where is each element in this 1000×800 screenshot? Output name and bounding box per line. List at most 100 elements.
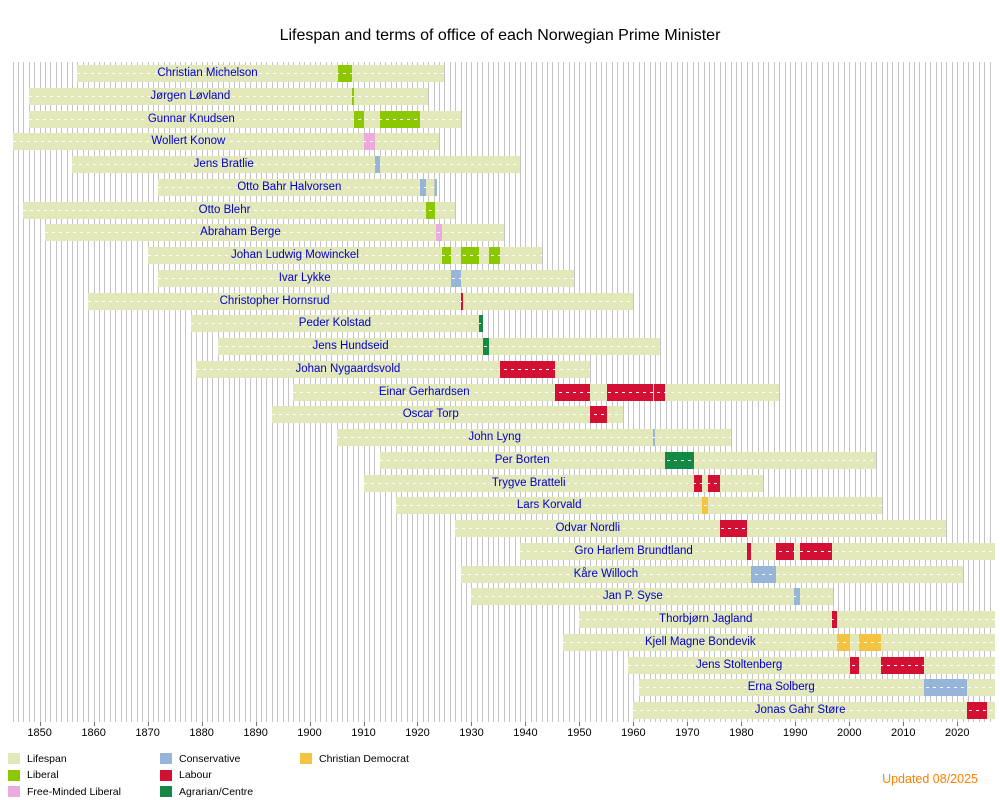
year-gridline [233, 62, 235, 722]
lifespan-dash-line [28, 95, 429, 97]
lifespan-dash-line [638, 687, 995, 689]
year-gridline [914, 62, 916, 722]
legend-swatch [160, 753, 172, 764]
year-gridline [196, 62, 198, 722]
year-gridline [903, 62, 905, 722]
year-gridline [271, 62, 273, 722]
axis-tick [39, 722, 41, 726]
year-gridline [260, 62, 262, 722]
year-gridline [806, 62, 808, 722]
year-gridline [951, 62, 953, 722]
lifespan-dash-line [471, 596, 834, 598]
year-gridline [12, 62, 14, 722]
lifespan-dash-line [28, 118, 461, 120]
legend-label: Conservative [179, 752, 241, 765]
axis-tick [201, 722, 203, 726]
lifespan-dash-line [579, 619, 995, 621]
year-gridline [984, 62, 986, 722]
pm-name-label: Jan P. Syse [602, 590, 663, 603]
lifespan-dash-line [147, 255, 542, 257]
legend-label: Labour [179, 769, 212, 781]
year-gridline [822, 62, 824, 722]
axis-year-label: 1900 [297, 727, 322, 739]
year-gridline [881, 62, 883, 722]
year-gridline [811, 62, 813, 722]
pm-row: Wollert Konow [0, 130, 1000, 153]
axis-tick [903, 722, 905, 726]
pm-row: Einar Gerhardsen [0, 381, 1000, 404]
year-gridline [212, 62, 214, 722]
year-gridline [109, 62, 111, 722]
updated-note: Updated 08/2025 [882, 772, 978, 786]
pm-row: Christian Michelson [0, 62, 1000, 85]
pm-row: Odvar Nordli [0, 517, 1000, 540]
pm-name-label: Jonas Gahr Støre [754, 704, 846, 717]
pm-row: Jens Stoltenberg [0, 654, 1000, 677]
pm-name-label: Jørgen Løvland [150, 89, 231, 102]
pm-name-label: Johan Ludwig Mowinckel [231, 249, 359, 262]
year-gridline [93, 62, 95, 722]
year-gridline [66, 62, 68, 722]
pm-name-label: Thorbjørn Jagland [659, 613, 753, 626]
year-gridline [104, 62, 106, 722]
legend-item: Liberal [8, 769, 59, 782]
lifespan-dash-line [158, 277, 574, 279]
axis-year-label: 1910 [351, 727, 376, 739]
year-gridline [131, 62, 133, 722]
pm-row: Trygve Bratteli [0, 472, 1000, 495]
year-gridline [72, 62, 74, 722]
chart-title: Lifespan and terms of office of each Nor… [279, 27, 721, 44]
lifespan-dash-line [158, 186, 434, 188]
year-gridline [88, 62, 90, 722]
axis-year-label: 1860 [81, 727, 106, 739]
lifespan-dash-line [88, 300, 634, 302]
year-gridline [935, 62, 937, 722]
axis-year-label: 1950 [567, 727, 592, 739]
axis-year-label: 1930 [459, 727, 484, 739]
lifespan-dash-line [72, 164, 521, 166]
axis-tick [525, 722, 527, 726]
lifespan-dash-line [563, 641, 995, 643]
year-gridline [136, 62, 138, 722]
pm-row: Peder Kolstad [0, 312, 1000, 335]
year-gridline [827, 62, 829, 722]
axis-tick [363, 722, 365, 726]
year-gridline [282, 62, 284, 722]
year-gridline [239, 62, 241, 722]
year-gridline [180, 62, 181, 722]
year-gridline [800, 62, 802, 722]
pm-row: Erna Solberg [0, 676, 1000, 699]
axis-year-label: 1890 [243, 727, 268, 739]
legend-item: Agrarian/Centre [160, 785, 253, 798]
pm-row: Jens Bratlie [0, 153, 1000, 176]
pm-row: Kåre Willoch [0, 563, 1000, 586]
year-gridline [45, 62, 47, 722]
lifespan-dash-line [77, 73, 445, 74]
year-gridline [190, 62, 192, 722]
lifespan-dash-line [379, 459, 877, 461]
pm-row: Johan Ludwig Mowinckel [0, 244, 1000, 267]
pm-row: Abraham Berge [0, 221, 1000, 244]
axis-tick [471, 722, 473, 726]
year-gridline [843, 62, 845, 722]
lifespan-dash-line [395, 505, 882, 507]
lifespan-dash-line [190, 323, 483, 325]
lifespan-dash-line [633, 710, 995, 712]
axis-tick [93, 722, 95, 726]
lifespan-dash-line [217, 346, 661, 348]
year-gridline [120, 62, 122, 722]
year-gridline [946, 62, 948, 722]
legend-label: Liberal [27, 769, 59, 781]
year-gridline [930, 62, 932, 722]
year-gridline [919, 62, 921, 722]
lifespan-dash-line [520, 550, 995, 552]
axis-year-label: 1920 [405, 727, 430, 739]
pm-name-label: Jens Stoltenberg [696, 658, 783, 671]
legend-item: Lifespan [8, 752, 67, 765]
pm-name-label: Otto Bahr Halvorsen [237, 180, 342, 193]
year-gridline [287, 62, 289, 722]
year-gridline [174, 62, 176, 722]
pm-row: Jørgen Løvland [0, 85, 1000, 108]
